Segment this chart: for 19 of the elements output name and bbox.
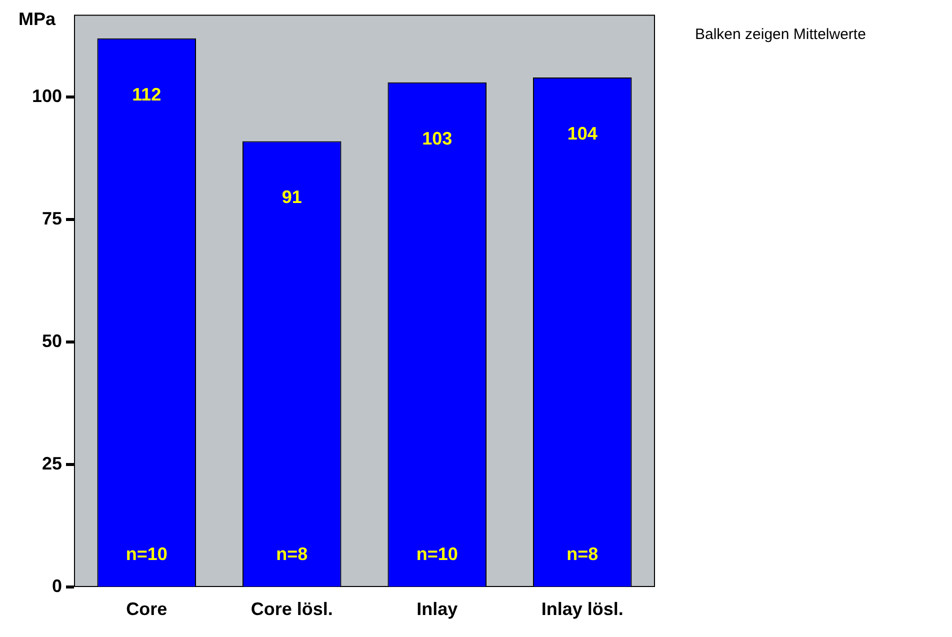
y-axis-title: MPa	[18, 8, 56, 29]
text: Balken zeigen Mittelwerte	[695, 26, 866, 44]
x-tick-label: Core lösl.	[250, 598, 333, 619]
data-label: 103	[422, 128, 452, 148]
y-tick-label: 25	[42, 453, 62, 474]
y-tick-label: 100	[32, 86, 62, 106]
x-tick-label: Inlay	[416, 598, 458, 619]
y-tick-label: 0	[52, 576, 62, 596]
y-tick-label: 75	[42, 208, 62, 229]
annotation: n=10	[126, 544, 168, 564]
x-tick-label: Inlay lösl.	[541, 598, 624, 619]
annotation: n=8	[566, 544, 598, 564]
data-label: 91	[282, 187, 302, 208]
data-label: 112	[132, 84, 162, 104]
y-tick-label: 50	[42, 331, 62, 352]
data-label: 104	[567, 123, 598, 144]
annotation: n=10	[416, 544, 458, 564]
x-tick-label: Core	[126, 598, 168, 619]
annotation: n=8	[276, 544, 308, 564]
